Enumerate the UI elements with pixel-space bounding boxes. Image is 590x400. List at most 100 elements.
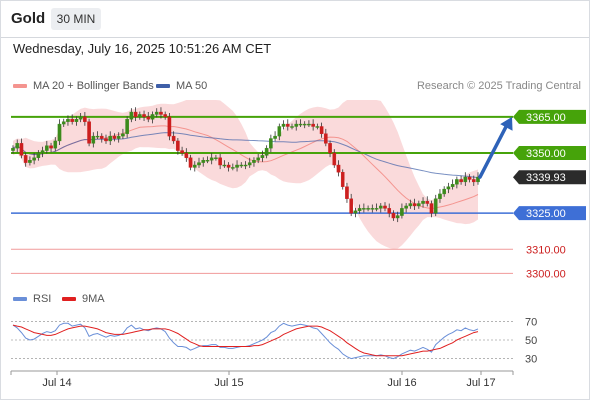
candle-body <box>264 147 269 156</box>
candle-body <box>95 135 100 138</box>
candle-body <box>91 135 96 144</box>
candle-body <box>353 210 358 214</box>
x-tick-label: Jul 15 <box>214 377 243 389</box>
candle-body <box>129 111 134 120</box>
candle-body <box>146 116 151 120</box>
candle-body <box>324 133 328 144</box>
candle-body <box>104 138 108 142</box>
candle-body <box>459 179 463 183</box>
candles <box>11 107 480 223</box>
candle-body <box>252 159 256 163</box>
candle-body <box>269 138 273 149</box>
candle-body <box>383 205 387 209</box>
x-tick-label: Jul 16 <box>387 377 416 389</box>
candle-body <box>471 179 476 183</box>
bollinger-band <box>13 100 478 250</box>
level-label-3339.93: 3339.93 <box>526 172 566 184</box>
candle-body <box>57 123 62 142</box>
candle-body <box>476 176 480 183</box>
header-divider <box>0 37 590 38</box>
x-tick-label: Jul 17 <box>466 377 495 389</box>
candle-body <box>226 164 231 168</box>
level-tag-3325.00 <box>513 206 586 221</box>
candle-body <box>256 157 260 161</box>
legend-rsi: RSI <box>13 293 51 305</box>
level-label-3350.00: 3350.00 <box>526 148 566 160</box>
candle-body <box>125 119 129 134</box>
candle-body <box>235 164 239 168</box>
candle-body <box>302 123 307 126</box>
legend-ma20-label: MA 20 + Bollinger Bands <box>33 80 154 92</box>
candle-body <box>205 159 210 162</box>
candle-body <box>99 135 104 139</box>
candle-body <box>340 172 345 187</box>
candle-body <box>11 147 15 151</box>
candle-body <box>412 203 417 207</box>
price-levels <box>11 115 513 274</box>
candle-body <box>218 157 222 166</box>
candle-body <box>192 164 197 168</box>
candle-body <box>66 119 70 122</box>
candle-body <box>222 164 227 167</box>
candle-body <box>23 155 28 163</box>
candle-body <box>408 203 413 207</box>
candle-body <box>171 135 176 142</box>
candle-body <box>19 143 24 156</box>
candle-body <box>366 208 370 210</box>
candle-body <box>307 123 311 126</box>
candle-body <box>36 152 41 158</box>
candle-body <box>429 203 434 214</box>
candle-body <box>142 114 146 118</box>
candle-body <box>159 111 163 115</box>
rsi-tick-label: 70 <box>525 316 537 328</box>
candle-body <box>188 157 193 168</box>
candle-body <box>176 140 180 151</box>
level-label-3325.00: 3325.00 <box>526 208 566 220</box>
level-tag-3339.93 <box>513 170 586 185</box>
candle-body <box>455 179 459 185</box>
candle-body <box>133 111 138 118</box>
candle-body <box>425 200 430 204</box>
x-tick-label: Jul 14 <box>42 377 71 389</box>
timeframe-badge[interactable]: 30 MIN <box>51 8 101 30</box>
legend-rsi-label: RSI <box>33 293 52 305</box>
candle-body <box>231 167 235 169</box>
candle-body <box>239 164 244 167</box>
candle-body <box>345 186 349 199</box>
candle-body <box>328 143 332 154</box>
rsi-tick-label: 30 <box>525 354 537 366</box>
candle-body <box>121 133 125 137</box>
ma9-swatch <box>62 297 76 302</box>
legend-ma20: MA 20 + Bollinger Bands <box>13 80 154 92</box>
candle-body <box>180 150 184 154</box>
rsi-line <box>12 322 479 360</box>
candle-body <box>260 155 265 158</box>
ma20-swatch <box>13 84 27 89</box>
candle-body <box>336 164 341 173</box>
candle-body <box>201 159 206 163</box>
level-label-3310.00: 3310.00 <box>526 244 566 256</box>
candle-body <box>467 176 472 180</box>
candle-body <box>281 123 286 127</box>
candle-body <box>243 164 248 167</box>
candle-body <box>163 114 167 118</box>
candle-body <box>290 126 294 128</box>
candle-body <box>374 208 379 210</box>
level-tag-3350.00 <box>513 145 586 160</box>
candle-body <box>349 198 353 214</box>
candle-body <box>108 135 113 142</box>
candle-body <box>294 123 299 127</box>
candle-body <box>370 208 375 210</box>
candle-body <box>421 200 425 204</box>
candle-body <box>150 114 155 120</box>
legend-9ma-label: 9MA <box>82 293 105 305</box>
candle-body <box>28 159 32 163</box>
level-labels: 3365.00 3350.00 3339.93 3325.00 3310.00 3300.… <box>513 109 586 280</box>
candle-body <box>391 212 396 219</box>
candle-body <box>450 184 455 187</box>
candle-body <box>45 145 49 151</box>
candle-body <box>378 205 383 209</box>
candle-body <box>311 123 315 127</box>
forecast-arrow <box>478 116 513 179</box>
